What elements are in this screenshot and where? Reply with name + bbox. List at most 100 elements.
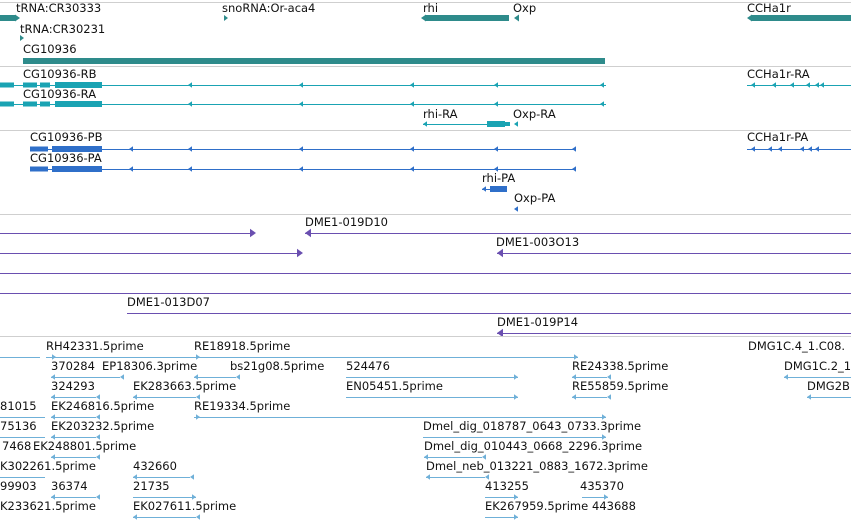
est-label[interactable]: bs21g08.5prime (230, 359, 325, 373)
clone-label-dme1-019p14[interactable]: DME1-019P14 (497, 315, 579, 329)
strand-arrow[interactable] (572, 166, 576, 172)
exon[interactable] (772, 82, 776, 88)
cds[interactable] (768, 146, 772, 152)
strand-arrow[interactable] (494, 82, 498, 88)
gene-glyph[interactable] (514, 14, 519, 22)
est-arrow[interactable] (807, 394, 811, 400)
gene-glyph[interactable] (20, 35, 24, 41)
strand-arrow[interactable] (410, 101, 414, 107)
est-label[interactable]: Dmel_dig_018787_0643_0733.3prime (423, 419, 642, 433)
est-label[interactable]: DMG1C.2_1 (784, 359, 851, 373)
protein-label-rhi-pa[interactable]: rhi-PA (482, 171, 516, 185)
est-arrow[interactable] (51, 494, 55, 500)
clone-arrow[interactable] (497, 328, 503, 338)
est-label[interactable]: EK248801.5prime (33, 439, 137, 453)
strand-arrow[interactable] (188, 166, 192, 172)
est-label[interactable]: RE18918.5prime (194, 339, 291, 353)
est-label[interactable]: EK246816.5prime (51, 399, 155, 413)
protein-label-ccha1r-pa[interactable]: CCHa1r-PA (747, 130, 809, 144)
gene-label-rhi[interactable]: rhi (423, 1, 439, 15)
exon[interactable] (505, 122, 510, 126)
exon[interactable] (55, 82, 102, 88)
est-label[interactable]: 443688 (592, 499, 636, 513)
est-label[interactable]: 75136 (0, 419, 37, 433)
gene-label-cg10936[interactable]: CG10936 (23, 42, 77, 56)
transcript-label-cg10936-ra[interactable]: CG10936-RA (23, 87, 97, 101)
strand-arrow[interactable] (188, 146, 192, 152)
est-arrow[interactable] (604, 494, 608, 500)
est-arrow[interactable] (192, 494, 196, 500)
est-label[interactable]: DMG1C.4_1.C08. (748, 339, 846, 353)
strand-arrow[interactable] (129, 166, 133, 172)
est-label[interactable]: RE24338.5prime (572, 359, 669, 373)
est-arrow[interactable] (196, 394, 200, 400)
exon[interactable] (815, 82, 819, 88)
transcript-oxp-ra[interactable] (514, 121, 518, 127)
est-arrow[interactable] (133, 394, 137, 400)
gene-glyph[interactable] (0, 15, 16, 21)
strand-arrow[interactable] (188, 101, 192, 107)
strand-arrow[interactable] (494, 146, 498, 152)
gene-label-trna-cr30231[interactable]: tRNA:CR30231 (20, 22, 106, 36)
est-arrow[interactable] (196, 414, 200, 420)
est-label[interactable]: 435370 (580, 479, 624, 493)
est-label[interactable]: EK027611.5prime (133, 499, 237, 513)
strand-arrow[interactable] (15, 14, 20, 22)
est-label[interactable]: 7468 (2, 439, 32, 453)
est-arrow[interactable] (96, 414, 100, 420)
est-label[interactable]: K302261.5prime (0, 459, 96, 473)
est-arrow[interactable] (194, 374, 198, 380)
cds[interactable] (808, 146, 812, 152)
est-arrow[interactable] (607, 394, 611, 400)
est-label[interactable]: RE55859.5prime (572, 379, 669, 393)
est-arrow[interactable] (514, 494, 518, 500)
est-arrow[interactable] (96, 434, 100, 440)
strand-arrow[interactable] (299, 101, 303, 107)
exon[interactable] (790, 82, 794, 88)
gene-label-ccha1r[interactable]: CCHa1r (747, 1, 791, 15)
est-label[interactable]: EK267959.5prime (485, 499, 589, 513)
est-label[interactable]: 524476 (346, 359, 390, 373)
est-arrow[interactable] (96, 394, 100, 400)
cds[interactable] (800, 146, 804, 152)
est-arrow[interactable] (51, 414, 55, 420)
strand-arrow[interactable] (600, 82, 604, 88)
est-arrow[interactable] (51, 394, 55, 400)
cds[interactable] (30, 166, 48, 172)
strand-arrow[interactable] (188, 82, 192, 88)
est-arrow[interactable] (784, 374, 788, 380)
est-label[interactable]: EK203232.5prime (51, 419, 155, 433)
clone-label-dme1-013d07[interactable]: DME1-013D07 (127, 295, 210, 309)
protein-label-cg10936-pa[interactable]: CG10936-PA (30, 151, 102, 165)
cds[interactable] (490, 186, 507, 192)
exon[interactable] (0, 82, 14, 88)
strand-arrow[interactable] (482, 186, 486, 192)
strand-arrow[interactable] (600, 101, 604, 107)
transcript-label-rhi-ra[interactable]: rhi-RA (423, 107, 458, 121)
est-arrow[interactable] (514, 394, 518, 400)
est-arrow[interactable] (51, 434, 55, 440)
est-label[interactable]: EN05451.5prime (346, 379, 443, 393)
cds[interactable] (815, 146, 819, 152)
transcript-label-cg10936-rb[interactable]: CG10936-RB (23, 67, 97, 81)
est-arrow[interactable] (572, 374, 576, 380)
exon[interactable] (820, 82, 824, 88)
est-label[interactable]: EK283663.5prime (133, 379, 237, 393)
est-arrow[interactable] (196, 354, 200, 360)
gene-label-oxp[interactable]: Oxp (513, 1, 537, 15)
strand-arrow[interactable] (410, 146, 414, 152)
est-arrow[interactable] (607, 374, 611, 380)
est-label[interactable]: 21735 (133, 479, 170, 493)
est-arrow[interactable] (190, 474, 194, 480)
clone-arrow[interactable] (297, 248, 303, 258)
strand-arrow[interactable] (299, 146, 303, 152)
est-arrow[interactable] (602, 414, 606, 420)
transcript-label-oxp-ra[interactable]: Oxp-RA (513, 107, 556, 121)
est-label[interactable]: 99903 (0, 479, 37, 493)
gene-glyph[interactable] (425, 15, 509, 21)
est-arrow[interactable] (514, 374, 518, 380)
gene-glyph[interactable] (751, 15, 851, 21)
cds[interactable] (751, 146, 755, 152)
est-label[interactable]: Dmel_dig_010443_0668_2296.3prime (424, 439, 643, 453)
gene-glyph[interactable] (23, 58, 605, 64)
